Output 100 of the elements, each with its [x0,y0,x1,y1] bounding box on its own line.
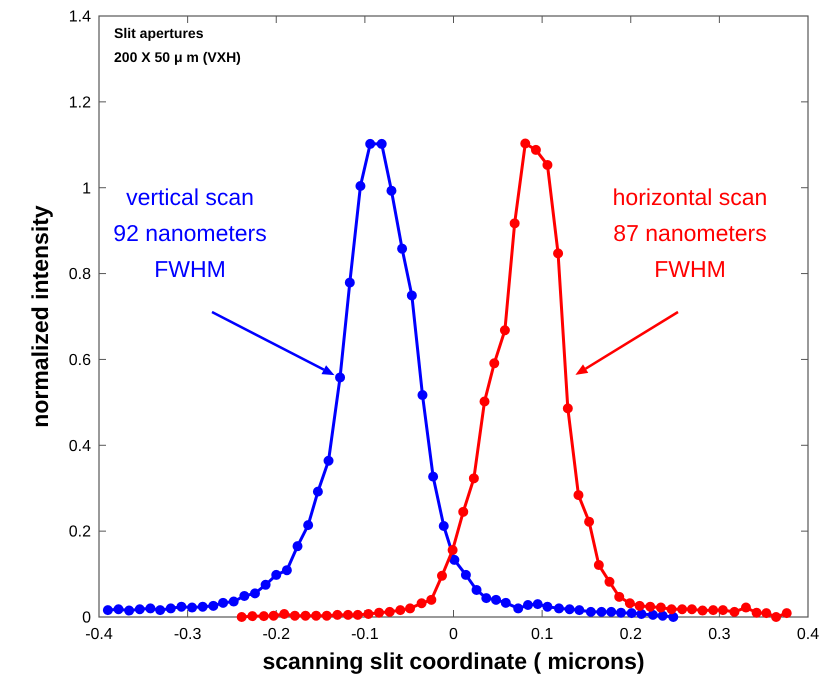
point [718,605,728,616]
point [365,138,376,149]
annotation: horizontal scan 87 nanometers FWHM [612,184,768,282]
point [187,602,198,613]
point [532,599,543,610]
y-tick-label: 0 [82,610,92,627]
point [729,606,740,617]
y-tick-label: 0.4 [68,438,92,455]
point [218,598,228,608]
point [436,570,447,581]
point [520,138,530,148]
point [236,612,247,622]
point [686,604,697,614]
point [384,606,395,617]
point [782,608,792,618]
point [656,602,666,613]
x-tick-label: 0.1 [531,626,554,643]
y-tick-label: 1 [82,180,92,198]
point [322,610,332,621]
point [481,593,492,604]
point [282,565,292,576]
point [636,608,646,619]
point [606,606,616,617]
point [530,144,541,155]
point [344,278,355,288]
point [500,325,510,336]
point [343,610,354,620]
point [586,606,596,617]
point [312,486,323,497]
x-axis-title: scanning slit coordinate ( microns) [262,648,645,674]
point [677,604,688,614]
x-tick-label: 0 [449,626,458,643]
point [480,396,490,406]
point [166,603,176,614]
point [260,580,271,590]
point [500,598,511,608]
point [562,403,573,414]
y-tick-label: 0.2 [68,524,92,541]
point [596,606,607,617]
point [448,545,458,556]
x-tick-label: 0.4 [796,626,820,643]
y-axis-title: normalized intensity [27,205,53,428]
annotation: 200 X 50 μ m (VXH) [114,49,241,65]
point [417,390,428,400]
point [573,490,584,500]
point [102,605,113,616]
point [522,600,533,610]
point [386,186,396,196]
point [324,456,334,466]
point [397,244,408,254]
point [614,592,624,602]
x-tick-label: -0.1 [351,626,379,643]
point [645,602,656,612]
point [250,588,260,598]
point [176,602,186,612]
point [771,612,782,622]
point [374,608,384,618]
point [268,610,279,621]
x-tick-label: 0.2 [620,626,642,643]
point [616,608,626,618]
point [574,605,584,616]
point [740,602,751,613]
point [311,610,322,621]
point [542,602,552,612]
point [198,602,208,612]
point [239,590,250,601]
point [303,520,314,530]
point [395,605,406,616]
point [491,594,502,605]
y-tick-label: 0.8 [68,266,92,284]
y-tick-label: 0.6 [68,352,92,370]
point [634,600,645,611]
point [666,604,677,614]
point [554,603,564,614]
point [352,610,363,620]
point [604,576,614,587]
annotation: vertical scan 92 nanometers FWHM [113,184,267,282]
point [513,603,524,614]
annotation: Slit apertures [114,25,204,41]
point [258,611,269,622]
point [510,218,520,228]
point [489,358,500,368]
point [626,608,637,618]
point [542,160,552,170]
point [584,516,594,527]
point [648,610,658,620]
point [752,608,762,618]
point [698,606,708,616]
point [553,248,564,258]
point [247,611,258,622]
point [416,598,427,608]
point [426,594,436,605]
point [564,604,575,614]
point [438,520,449,531]
point [458,506,468,517]
point [335,372,346,382]
point [428,472,438,482]
point [113,604,124,614]
point [405,603,416,614]
x-tick-label: -0.4 [85,626,113,643]
